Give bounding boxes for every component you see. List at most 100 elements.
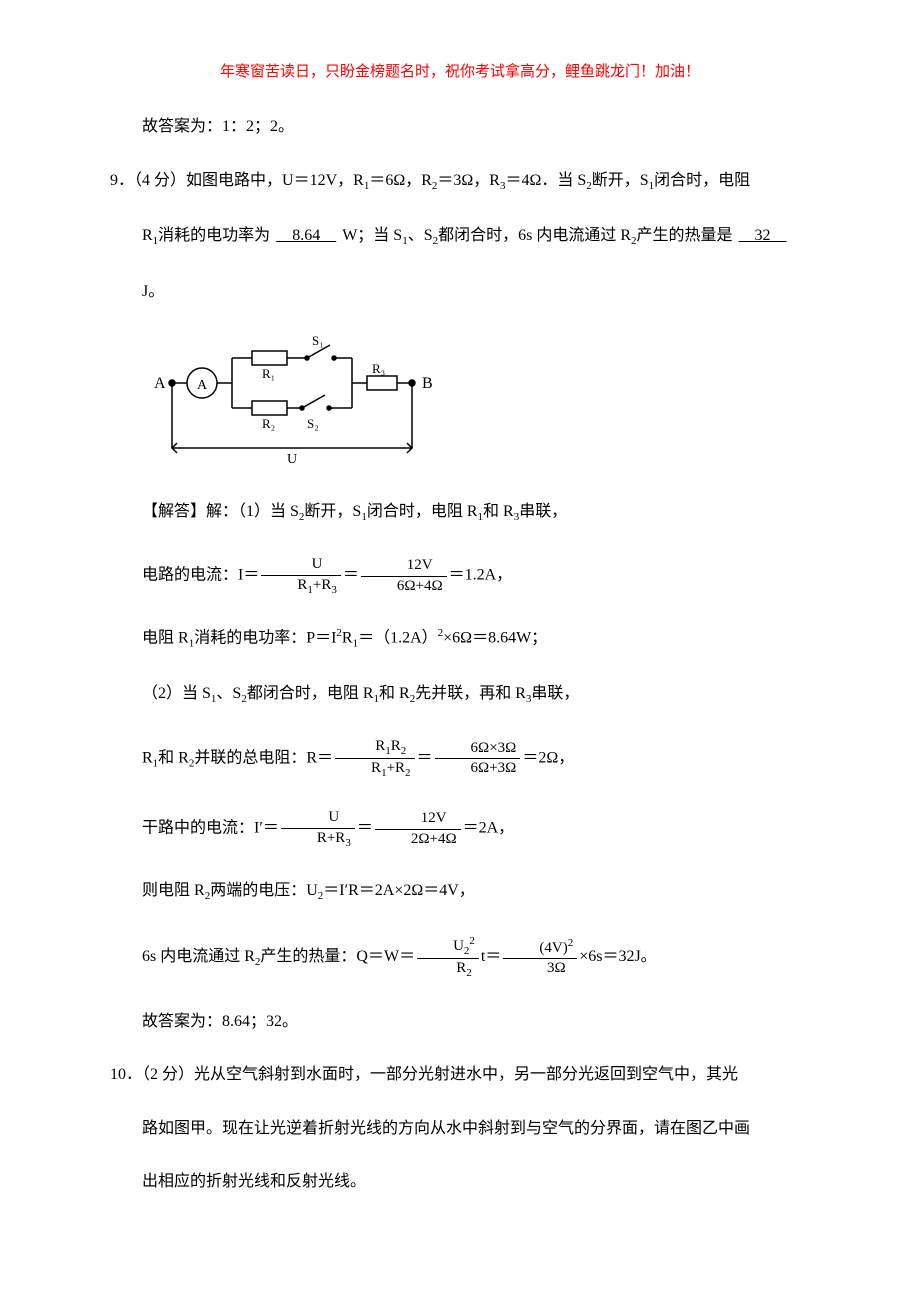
sol-text: 并联的总电阻：R＝ (194, 749, 333, 766)
solution-step2: 电阻 R1消耗的电功率：P＝I2R1＝（1.2A）2×6Ω＝8.64W； (110, 625, 810, 653)
numerator: U (261, 555, 340, 576)
numerator: 12V (375, 809, 461, 830)
fraction: 12V2Ω+4Ω (375, 809, 461, 849)
solution-step7: 6s 内电流通过 R2产生的热量：Q＝W＝U22R2t＝(4V)23Ω×6s＝3… (110, 934, 810, 981)
q9-text: 消耗的电功率为 (158, 227, 270, 244)
prev-answer: 故答案为：1：2；2。 (110, 114, 810, 140)
denominator: R2 (417, 959, 479, 980)
numerator: 12V (361, 556, 447, 577)
denominator: R1+R3 (261, 576, 340, 597)
result: ＝2Ω， (522, 749, 574, 766)
solution-step5: 干路中的电流：I′＝UR+R3＝12V2Ω+4Ω＝2A， (110, 808, 810, 850)
eq: ＝ (417, 749, 433, 766)
sol-text: 消耗的电功率：P＝I (194, 629, 336, 646)
q10-stem-line2: 路如图甲。现在让光逆着折射光线的方向从水中斜射到与空气的分界面，请在图乙中画 (110, 1116, 810, 1142)
sol-text: 两端的电压：U (210, 882, 318, 899)
fraction: U22R2 (417, 934, 479, 981)
numerator: 6Ω×3Ω (435, 739, 521, 760)
denominator: 6Ω+4Ω (361, 577, 447, 597)
denominator: 2Ω+4Ω (375, 830, 461, 850)
sol-text: 断开，S (304, 503, 361, 520)
numerator: U22 (417, 934, 479, 959)
numerator: U (281, 808, 355, 829)
fraction: R1R2R1+R2 (335, 737, 414, 781)
sol-text: 串联， (531, 685, 579, 702)
s1-label: S₁ (312, 333, 324, 348)
sol-text: 6s 内电流通过 R (142, 948, 255, 965)
solution-final: 故答案为：8.64；32。 (110, 1009, 810, 1035)
numerator: R1R2 (335, 737, 414, 759)
denominator: R1+R2 (335, 759, 414, 780)
circuit-diagram: A A B R₁ R₂ R₃ S₁ S₂ U (142, 333, 810, 472)
sol-text: 和 R (379, 685, 410, 702)
circuit-svg: A A B R₁ R₂ R₃ S₁ S₂ U (142, 333, 442, 463)
sol-text: ×6Ω＝8.64W； (443, 629, 547, 646)
eq: ＝ (357, 820, 373, 837)
eq: ＝ (343, 567, 359, 584)
solution-step1: 电路的电流：I＝UR1+R3＝12V6Ω+4Ω＝1.2A， (110, 555, 810, 597)
sol-text: 串联， (519, 503, 567, 520)
q9-text: 都闭合时，6s 内电流通过 R (438, 227, 631, 244)
sol-text: （2）当 S (142, 685, 211, 702)
header-motivational: 年寒窗苦读日，只盼金榜题名时，祝你考试拿高分，鲤鱼跳龙门！加油！ (110, 60, 810, 84)
sol-text: ＝I′R＝2A×2Ω＝4V， (323, 882, 475, 899)
numerator: (4V)2 (503, 936, 577, 960)
r1-label: R₁ (262, 366, 275, 381)
answer-blank-1: 8.64 (270, 227, 342, 244)
solution-step6: 则电阻 R2两端的电压：U2＝I′R＝2A×2Ω＝4V， (110, 878, 810, 906)
sol-text: 和 R (483, 503, 514, 520)
fraction: (4V)23Ω (503, 936, 577, 979)
q9-text: ＝4Ω．当 S (505, 172, 586, 189)
sol-text: 产生的热量：Q＝W＝ (260, 948, 415, 965)
answer-blank-2: 32 (733, 227, 793, 244)
sol-text: 和 R (158, 749, 189, 766)
fraction: UR1+R3 (261, 555, 340, 597)
denominator: 6Ω+3Ω (435, 759, 521, 779)
q9-stem-line2: R1消耗的电功率为 8.64 W；当 S1、S2都闭合时，6s 内电流通过 R2… (110, 223, 810, 251)
q9-text: 、S (408, 227, 433, 244)
q9-text: 断开，S (592, 172, 649, 189)
s2-label: S₂ (307, 416, 319, 431)
r2-label: R₂ (262, 416, 275, 431)
q10-stem: 10．（2 分）光从空气斜射到水面时，一部分光射进水中，另一部分光返回到空气中，… (110, 1062, 810, 1088)
q10-text: 光从空气斜射到水面时，一部分光射进水中，另一部分光返回到空气中，其光 (194, 1066, 738, 1083)
sol-text: 先并联，再和 R (415, 685, 526, 702)
sol-text: R (142, 749, 153, 766)
q9-text: ＝3Ω，R (437, 172, 500, 189)
q10-stem-line3: 出相应的折射光线和反射光线。 (110, 1169, 810, 1195)
r3-label: R₃ (372, 361, 385, 376)
q9-text: 闭合时，电阻 (654, 172, 750, 189)
result: ×6s＝32J。 (579, 948, 656, 965)
sol-text: 都闭合时，电阻 R (247, 685, 374, 702)
result: ＝2A， (463, 820, 515, 837)
sol-text: 则电阻 R (142, 882, 205, 899)
result: ＝1.2A， (449, 567, 513, 584)
denominator: R+R3 (281, 829, 355, 850)
q9-text: R (142, 227, 153, 244)
circuit-label-a: A (154, 375, 166, 392)
q9-number: 9．（4 分） (110, 172, 186, 189)
sol-text: 电阻 R (142, 629, 189, 646)
sol-text: t＝ (481, 948, 501, 965)
solution-step3: （2）当 S1、S2都闭合时，电阻 R1和 R2先并联，再和 R3串联， (110, 681, 810, 709)
solution-step4: R1和 R2并联的总电阻：R＝R1R2R1+R2＝6Ω×3Ω6Ω+3Ω＝2Ω， (110, 737, 810, 781)
denominator: 3Ω (503, 959, 577, 979)
step5-label: 干路中的电流：I′＝ (142, 820, 279, 837)
q9-stem-line3: J。 (110, 279, 810, 305)
sol-text: 、S (216, 685, 241, 702)
step1-label: 电路的电流：I＝ (142, 567, 259, 584)
sol-text: 【解答】解：（1）当 S (142, 503, 299, 520)
fraction: 6Ω×3Ω6Ω+3Ω (435, 739, 521, 779)
q9-stem: 9．（4 分）如图电路中，U＝12V，R1＝6Ω，R2＝3Ω，R3＝4Ω．当 S… (110, 168, 810, 196)
fraction: UR+R3 (281, 808, 355, 850)
sol-text: 闭合时，电阻 R (367, 503, 478, 520)
circuit-label-b: B (422, 375, 433, 392)
solution-intro: 【解答】解：（1）当 S2断开，S1闭合时，电阻 R1和 R3串联， (110, 499, 810, 527)
q9-text: ＝6Ω，R (369, 172, 432, 189)
u-label: U (287, 452, 297, 463)
sol-text: R (342, 629, 353, 646)
sol-text: ＝（1.2A） (358, 629, 438, 646)
q10-number: 10．（2 分） (110, 1066, 194, 1083)
q9-text: 产生的热量是 (637, 227, 733, 244)
q9-text: W；当 S (342, 227, 402, 244)
